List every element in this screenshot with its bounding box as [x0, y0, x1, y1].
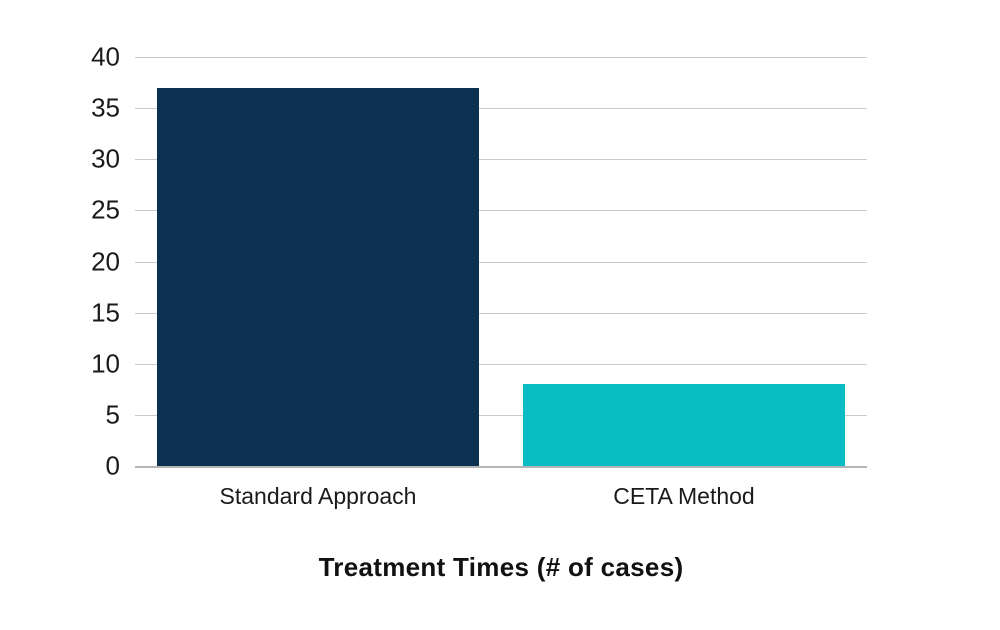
x-category-label-ceta-method: CETA Method: [613, 483, 755, 509]
gridline-y-30: [135, 159, 867, 161]
ytick-label-0: 0: [105, 450, 120, 481]
x-category-label-standard-approach: Standard Approach: [219, 483, 417, 509]
gridline-y-35: [135, 108, 867, 110]
ytick-label-25: 25: [91, 194, 120, 225]
ytick-label-35: 35: [91, 92, 120, 123]
ytick-label-20: 20: [91, 245, 120, 276]
bar-ceta-method: [523, 384, 845, 466]
ytick-label-40: 40: [91, 41, 120, 72]
ytick-label-30: 30: [91, 143, 120, 174]
gridline-y-5: [135, 414, 867, 416]
ytick-label-15: 15: [91, 297, 120, 328]
ytick-label-10: 10: [91, 348, 120, 379]
gridline-y-10: [135, 363, 867, 365]
gridline-y-15: [135, 312, 867, 314]
ytick-label-5: 5: [105, 399, 120, 430]
bar-standard-approach: [157, 87, 479, 466]
x-axis-baseline: [135, 466, 867, 468]
gridline-y-20: [135, 261, 867, 263]
chart-title: Treatment Times (# of cases): [318, 552, 684, 582]
gridline-y-40: [135, 57, 867, 58]
gridline-y-25: [135, 210, 867, 212]
